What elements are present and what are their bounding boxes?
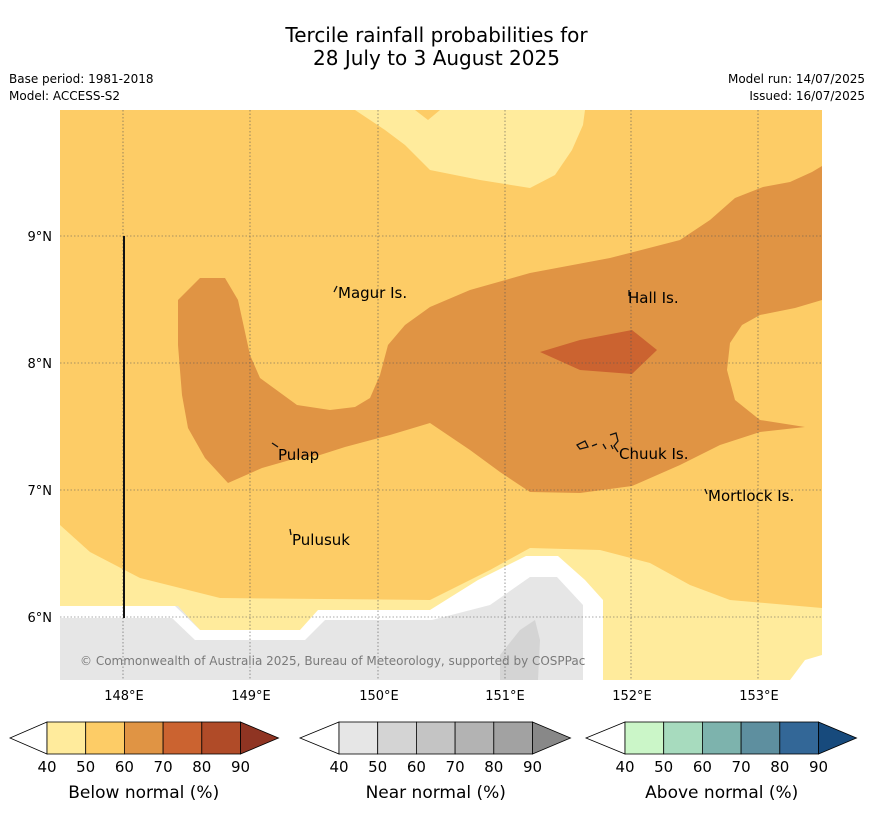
place-label-magur: Magur Is.: [338, 284, 407, 302]
map-title-line2: 28 July to 3 August 2025: [313, 46, 560, 70]
issued-date: Issued: 16/07/2025: [749, 89, 865, 103]
colorbar-tick-label: 40: [615, 758, 634, 776]
colorbar-title: Above normal (%): [645, 783, 798, 803]
colorbar-tick-label: 80: [192, 758, 211, 776]
colorbar-right-arrow: [532, 721, 572, 755]
lat-label-8n: 8°N: [28, 357, 53, 372]
place-label-chuuk: Chuuk Is.: [619, 445, 688, 463]
lon-label-153e: 153°E: [739, 689, 779, 704]
colorbar-tick-label: 40: [37, 758, 56, 776]
place-label-hall: Hall Is.: [628, 289, 679, 307]
colorbar-tick-label: 60: [407, 758, 426, 776]
lon-label-149e: 149°E: [231, 689, 271, 704]
model-name: Model: ACCESS-S2: [9, 89, 121, 103]
gridlines: [60, 110, 822, 680]
colorbar-segment: [124, 721, 164, 755]
lon-label-150e: 150°E: [359, 689, 399, 704]
lon-label-148e: 148°E: [104, 689, 144, 704]
colorbar-right-arrow: [240, 721, 280, 755]
meta-info-right: Model run: 14/07/2025 Issued: 16/07/2025: [728, 71, 865, 105]
meta-info-left: Base period: 1981-2018 Model: ACCESS-S2: [9, 71, 154, 105]
colorbar-segment: [454, 721, 495, 755]
mortlock-island-marker: [704, 488, 708, 495]
base-period: Base period: 1981-2018: [9, 72, 154, 86]
colorbar-title: Below normal (%): [68, 783, 219, 803]
pulusuk-island-marker: [289, 528, 292, 536]
mask-gap-east: [790, 655, 822, 680]
colorbar-tick-label: 90: [231, 758, 250, 776]
zone-below-40-50-north: [355, 110, 585, 188]
colorbars: 40 50 60 70 80 90 Below normal (%) 40 50 60 70 80 90…: [8, 721, 858, 803]
colorbar-tick-label: 50: [368, 758, 387, 776]
lat-label-9n: 9°N: [28, 230, 53, 245]
chuuk-island-marker: [576, 432, 619, 453]
zone-near-50-60: [500, 620, 540, 680]
colorbar-segment: [162, 721, 203, 755]
colorbar-tick-label: 50: [76, 758, 95, 776]
colorbar-left-arrow: [298, 721, 340, 755]
magur-island-marker: [333, 285, 338, 293]
lat-label-6n: 6°N: [28, 611, 53, 626]
colorbar-tick-label: 70: [154, 758, 173, 776]
colorbar-tick-label: 60: [693, 758, 712, 776]
colorbar-tick-label: 70: [446, 758, 465, 776]
lon-label-151e: 151°E: [485, 689, 525, 704]
colorbar-tick-label: 90: [523, 758, 542, 776]
colorbar-title: Near normal (%): [366, 783, 506, 803]
colorbar-segment: [779, 721, 819, 755]
place-label-pulusuk: Pulusuk: [292, 531, 350, 549]
colorbar-segment: [740, 721, 781, 755]
colorbar-tick-label: 40: [329, 758, 348, 776]
zone-below-60-70: [178, 166, 822, 493]
colorbar-segment: [338, 721, 379, 755]
place-label-mortlock: Mortlock Is.: [708, 487, 794, 505]
colorbar-segment: [493, 721, 533, 755]
island-markers: [271, 285, 708, 536]
colorbar-left-arrow: [8, 721, 48, 755]
colorbar-1: 40 50 60 70 80 90 Below normal (%): [8, 721, 280, 803]
colorbar-3: 40 50 60 70 80 90 Above normal (%): [584, 721, 858, 803]
lon-label-152e: 152°E: [612, 689, 652, 704]
colorbar-left-arrow: [584, 721, 626, 755]
model-run: Model run: 14/07/2025: [727, 72, 865, 86]
colorbar-segment: [624, 721, 665, 755]
colorbar-segment: [201, 721, 241, 755]
colorbar-tick-label: 80: [770, 758, 789, 776]
place-label-pulap: Pulap: [278, 446, 319, 464]
map-area: [60, 110, 822, 680]
colorbar-right-arrow: [818, 721, 858, 755]
lat-label-7n: 7°N: [28, 484, 53, 499]
copyright-text: © Commonwealth of Australia 2025, Bureau…: [80, 654, 585, 668]
pulap-island-marker: [271, 442, 279, 448]
colorbar-tick-label: 80: [484, 758, 503, 776]
colorbar-tick-label: 70: [732, 758, 751, 776]
map-title-line1: Tercile rainfall probabilities for: [285, 23, 588, 47]
colorbar-segment: [702, 721, 742, 755]
colorbar-segment: [663, 721, 703, 755]
colorbar-tick-label: 50: [654, 758, 673, 776]
colorbar-segment: [377, 721, 417, 755]
colorbar-2: 40 50 60 70 80 90 Near normal (%): [298, 721, 572, 803]
mask-gap: [60, 556, 603, 680]
colorbar-segment: [85, 721, 125, 755]
colorbar-tick-label: 60: [115, 758, 134, 776]
colorbar-segment: [46, 721, 87, 755]
colorbar-tick-label: 90: [809, 758, 828, 776]
colorbar-segment: [415, 721, 456, 755]
